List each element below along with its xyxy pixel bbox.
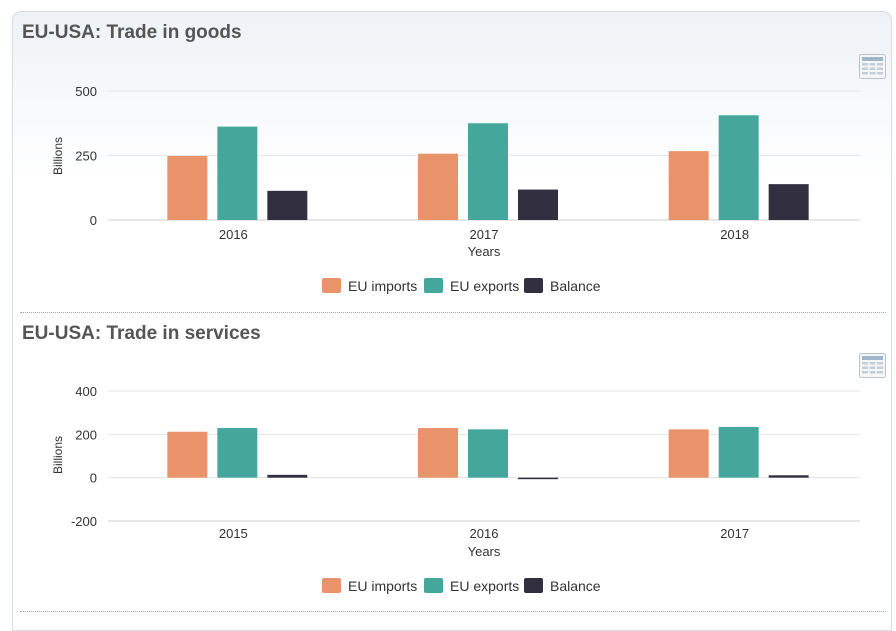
legend-swatch	[524, 278, 543, 293]
legend-swatch	[424, 278, 443, 293]
legend-label: EU imports	[348, 578, 417, 594]
y-tick-label: -200	[71, 514, 97, 529]
legend-label: EU exports	[450, 278, 519, 294]
y-tick-label: 250	[75, 149, 97, 164]
y-axis-title: Billions	[51, 436, 65, 474]
table-icon[interactable]	[859, 54, 886, 79]
bar-eu-imports	[668, 429, 709, 478]
y-tick-label: 0	[90, 213, 97, 228]
bar-eu-exports	[718, 115, 759, 220]
bar-eu-imports	[418, 153, 458, 220]
x-tick-label: 2015	[219, 526, 248, 541]
bar-balance	[768, 475, 809, 478]
legend-label: EU exports	[450, 578, 519, 594]
x-tick-label: 2017	[470, 227, 499, 242]
x-tick-label: 2018	[720, 227, 749, 242]
bar-eu-exports	[217, 428, 258, 478]
bar-balance	[518, 189, 558, 220]
x-axis-title: Years	[468, 544, 501, 559]
y-tick-label: 400	[75, 384, 97, 399]
section-divider	[20, 611, 886, 612]
bar-eu-exports	[217, 126, 258, 220]
goods-title: EU-USA: Trade in goods	[22, 22, 242, 43]
section-divider	[20, 312, 886, 313]
legend-swatch	[424, 578, 443, 593]
x-axis-title: Years	[468, 244, 501, 259]
bar-balance	[768, 184, 809, 220]
legend-label: Balance	[550, 278, 601, 294]
x-tick-label: 2016	[470, 526, 499, 541]
legend-label: Balance	[550, 578, 601, 594]
x-tick-label: 2016	[219, 227, 248, 242]
legend-swatch	[322, 278, 341, 293]
bar-balance	[267, 474, 308, 478]
bar-eu-imports	[668, 151, 709, 220]
bar-eu-imports	[167, 156, 208, 220]
legend-swatch	[524, 578, 543, 593]
goods-bar-chart: 0 250 500 Billions 2016 2017 2018 Years EU impor…	[51, 84, 860, 294]
legend-label: EU imports	[348, 278, 417, 294]
y-tick-label: 200	[75, 427, 97, 442]
bar-balance	[267, 190, 308, 220]
table-icon[interactable]	[859, 353, 886, 378]
bar-balance	[518, 477, 558, 480]
bar-eu-exports	[468, 123, 508, 220]
legend-swatch	[322, 578, 341, 593]
y-tick-label: 0	[90, 471, 97, 486]
bar-eu-imports	[167, 431, 208, 478]
trade-panel	[12, 11, 892, 631]
y-tick-label: 500	[75, 84, 97, 99]
bar-eu-exports	[468, 429, 508, 478]
y-axis-title: Billions	[51, 137, 65, 175]
x-tick-label: 2017	[720, 526, 749, 541]
bar-eu-imports	[418, 428, 458, 478]
bar-eu-exports	[718, 426, 759, 478]
services-title: EU-USA: Trade in services	[22, 323, 261, 344]
